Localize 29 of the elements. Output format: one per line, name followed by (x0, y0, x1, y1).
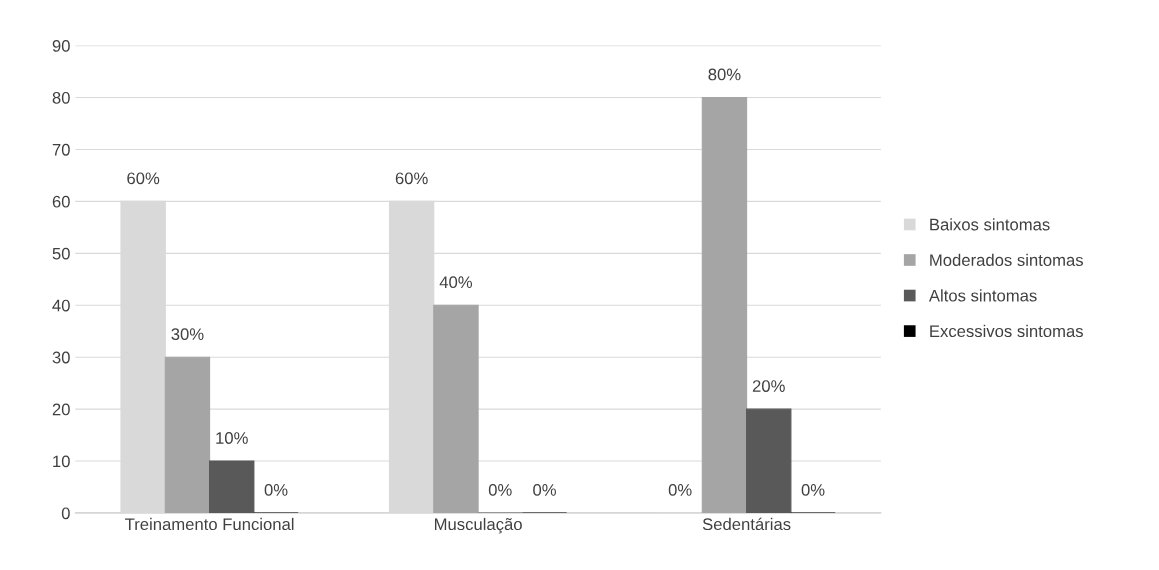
legend-label: Moderados sintomas (930, 253, 1083, 267)
data-label: 60% (127, 172, 160, 185)
legend-label: Excessivos sintomas (930, 324, 1083, 338)
data-label: 60% (395, 172, 428, 185)
y-tick-label: 70 (52, 143, 70, 156)
data-label: 30% (171, 328, 204, 341)
x-tick-label: Musculação (434, 517, 522, 534)
y-tick-label: 80 (52, 91, 70, 104)
data-label: 0% (264, 484, 288, 496)
y-tick-label: 40 (52, 299, 70, 312)
y-tick-label: 90 (52, 40, 70, 52)
data-label: 80% (708, 68, 741, 81)
data-label: 0% (533, 484, 556, 496)
data-label: 0% (488, 484, 512, 496)
x-tick-label: Treinamento Funcional (125, 517, 294, 531)
y-tick-label: 30 (52, 351, 70, 364)
y-tick-label: 20 (52, 403, 70, 416)
data-label: 40% (439, 276, 473, 289)
y-tick-label: 10 (53, 455, 70, 468)
y-tick-label: 50 (52, 247, 70, 260)
data-label: 10% (216, 432, 248, 444)
y-tick-label: 0 (61, 507, 70, 520)
legend-label: Baixos sintomas (930, 218, 1050, 231)
data-label: 0% (801, 484, 825, 496)
x-tick-label: Sedentárias (702, 517, 791, 531)
data-label: 20% (752, 380, 785, 392)
legend-label: Altos sintomas (928, 289, 1037, 302)
data-label: 0% (668, 484, 692, 496)
y-tick-label: 60 (52, 195, 70, 208)
